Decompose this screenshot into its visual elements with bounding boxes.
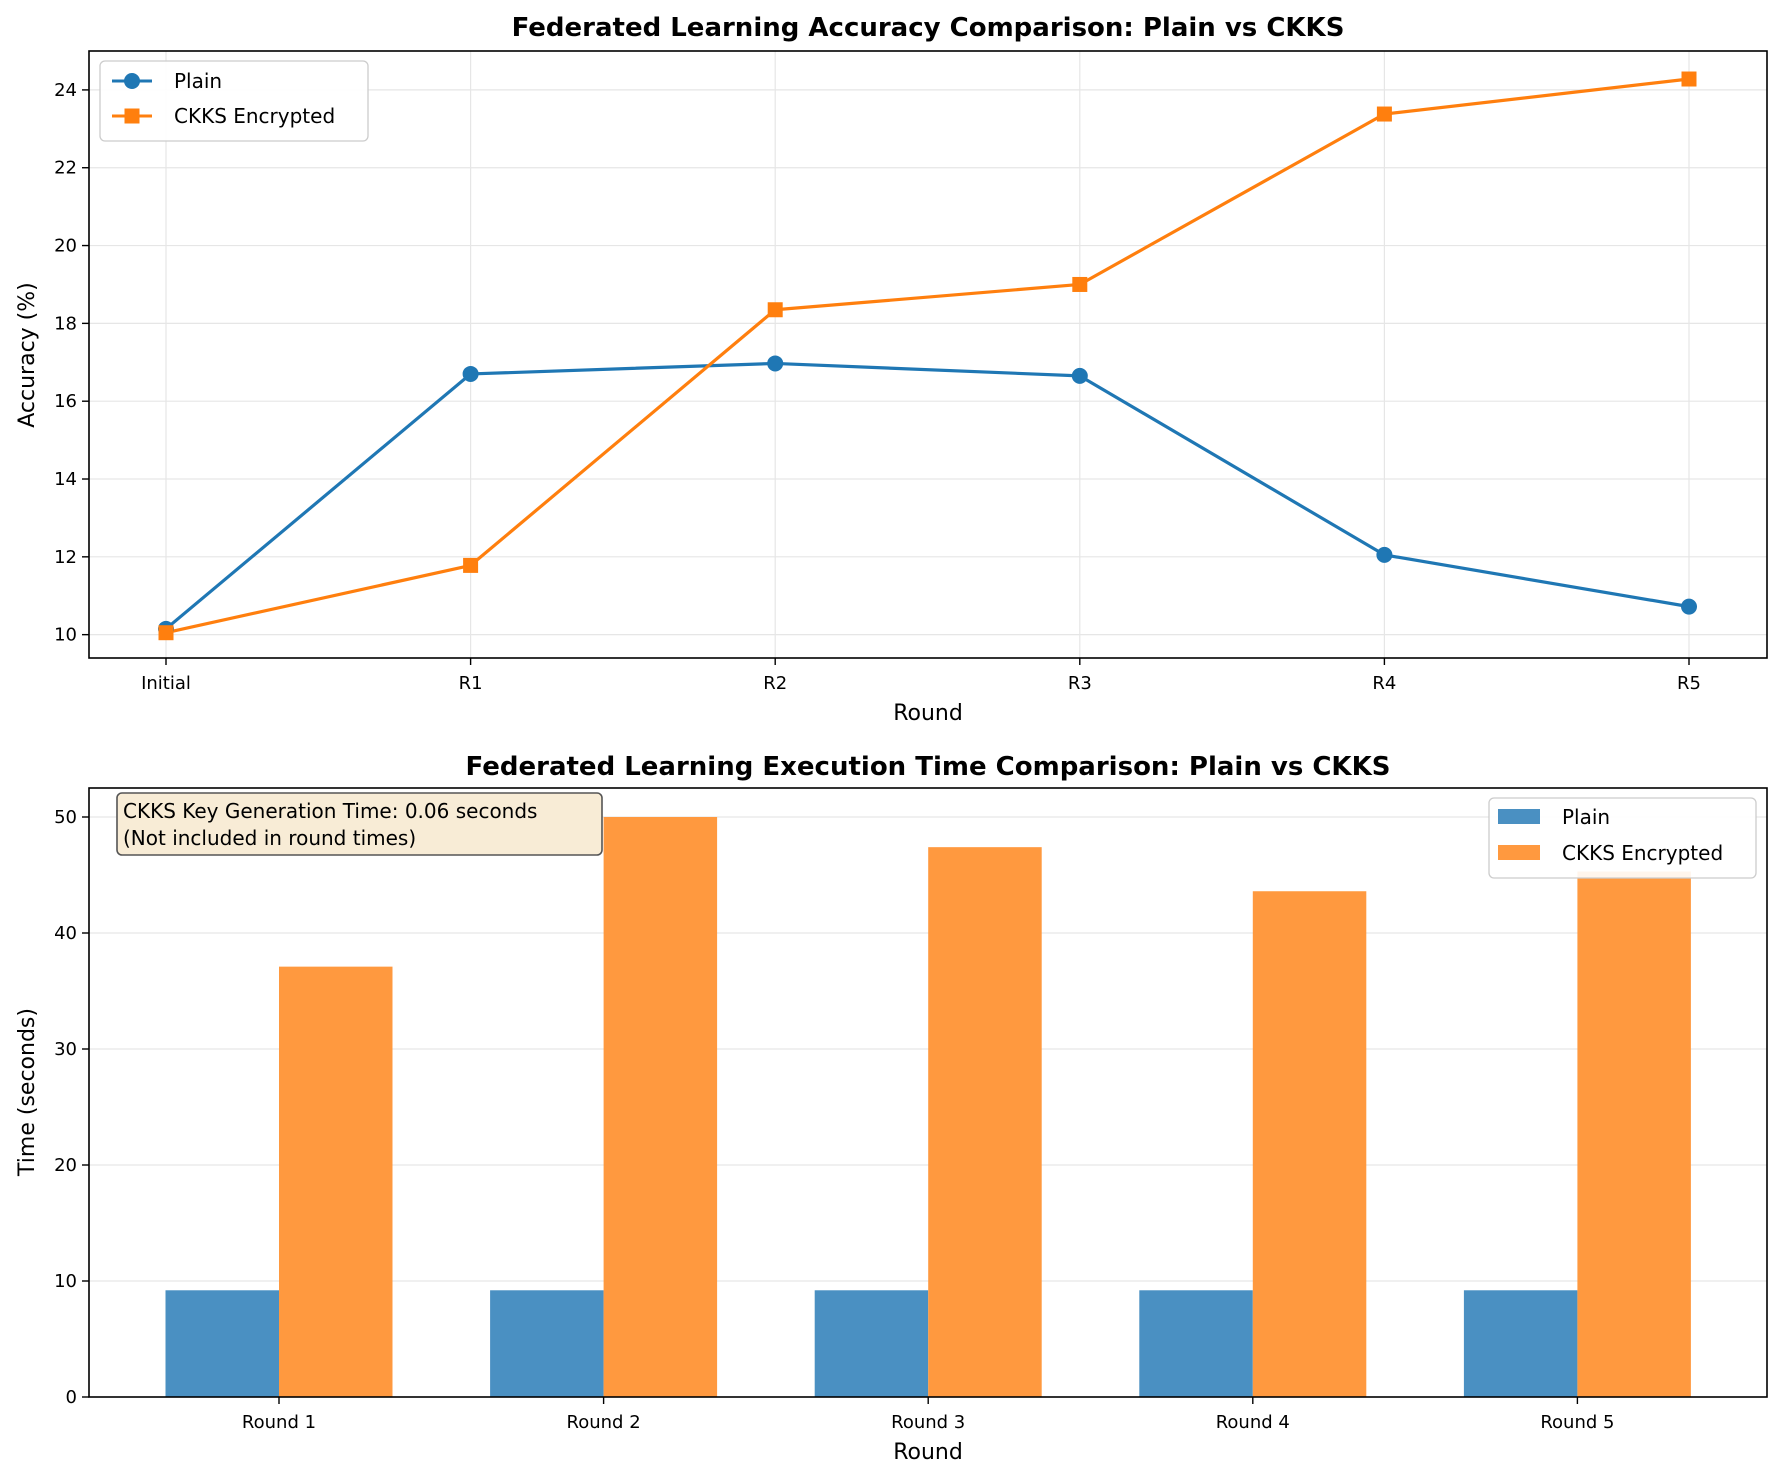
x-tick-label: R2 [763,673,787,694]
bar-plain [1463,1290,1578,1397]
accuracy-plot-frame [88,50,1768,659]
bar-plain [490,1290,604,1397]
y-tick-label: 22 [54,158,77,179]
series-line-ckks [165,77,1690,635]
bar-ckks [1252,891,1367,1397]
time-y-axis-label: Time (seconds) [15,1008,40,1177]
accuracy-legend: Plain CKKS Encrypted [99,60,369,142]
time-legend: Plain CKKS Encrypted [1488,797,1757,879]
x-tick-label: R1 [459,673,483,694]
time-x-axis-label: Round [893,1440,963,1465]
y-tick-label: 24 [54,80,77,101]
x-tick-label: Round 5 [1540,1412,1614,1433]
data-point-ckks [158,625,174,641]
data-point-ckks [463,557,479,573]
time-chart-title: Federated Learning Execution Time Compar… [466,752,1391,782]
y-tick-label: 12 [54,547,77,568]
bar-ckks [603,817,718,1397]
data-point-plain [1681,598,1697,615]
y-tick-label: 40 [54,923,77,944]
x-tick-label: Round 4 [1216,1412,1290,1433]
bar-plain [814,1290,929,1397]
annotation-line-2: (Not included in round times) [123,826,416,850]
x-tick-label: Initial [141,673,191,694]
legend-label-ckks: CKKS Encrypted [174,104,335,128]
y-tick-label: 30 [54,1039,77,1060]
series-line-plain [164,361,1690,631]
time-bars [165,817,1691,1397]
data-point-plain [1071,367,1088,384]
accuracy-x-ticks: Initial R1 R2 R3 R4 R5 [141,658,1701,694]
x-tick-label: R3 [1068,673,1092,694]
y-tick-label: 20 [54,1155,77,1176]
data-point-ckks [1072,276,1088,292]
bar-ckks [1577,871,1691,1397]
y-tick-label: 14 [54,469,77,490]
x-tick-label: R4 [1372,673,1396,694]
data-point-plain [462,365,479,382]
y-tick-label: 16 [54,391,77,412]
x-tick-label: Round 3 [891,1412,965,1433]
x-tick-label: R5 [1677,673,1701,694]
accuracy-chart: Federated Learning Accuracy Comparison: … [15,13,1768,726]
data-point-ckks [767,302,783,318]
bar-ckks [928,847,1042,1397]
accuracy-series-lines [164,77,1690,635]
legend-label-plain: Plain [174,69,222,93]
y-tick-label: 20 [54,236,77,257]
legend-marker-plain [124,73,140,89]
annotation-box [116,792,603,856]
y-tick-label: 10 [54,625,77,646]
y-tick-label: 50 [54,807,77,828]
accuracy-y-ticks: 10 12 14 16 18 20 22 24 [54,80,89,646]
legend-label-ckks-time: CKKS Encrypted [1562,841,1723,865]
x-tick-label: Round 2 [567,1412,641,1433]
y-tick-label: 18 [54,313,77,334]
accuracy-series-markers [158,71,1697,641]
data-point-ckks [1376,106,1392,122]
y-tick-label: 0 [66,1387,77,1408]
data-point-plain [767,355,784,372]
bar-ckks [279,966,393,1397]
bar-plain [1139,1290,1253,1397]
data-point-ckks [1681,71,1697,87]
bar-plain [165,1290,279,1397]
time-x-ticks: Round 1 Round 2 Round 3 Round 4 Round 5 [242,1397,1614,1433]
accuracy-legend-box [99,60,369,142]
legend-swatch-plain [1498,809,1540,824]
time-chart: Federated Learning Execution Time Compar… [15,752,1768,1465]
accuracy-chart-title: Federated Learning Accuracy Comparison: … [512,13,1345,43]
x-tick-label: Round 1 [242,1412,316,1433]
legend-marker-ckks [124,108,140,124]
accuracy-y-axis-label: Accuracy (%) [15,282,40,428]
accuracy-x-axis-label: Round [893,701,963,726]
time-y-ticks: 0 10 20 30 40 50 [54,807,89,1408]
data-point-plain [1376,546,1393,563]
y-tick-label: 10 [54,1271,77,1292]
accuracy-grid [89,51,1767,658]
key-generation-annotation: CKKS Key Generation Time: 0.06 seconds (… [116,792,603,856]
legend-swatch-ckks [1498,845,1540,860]
legend-label-plain-time: Plain [1562,805,1610,829]
annotation-line-1: CKKS Key Generation Time: 0.06 seconds [123,799,537,823]
time-legend-box [1488,797,1757,879]
